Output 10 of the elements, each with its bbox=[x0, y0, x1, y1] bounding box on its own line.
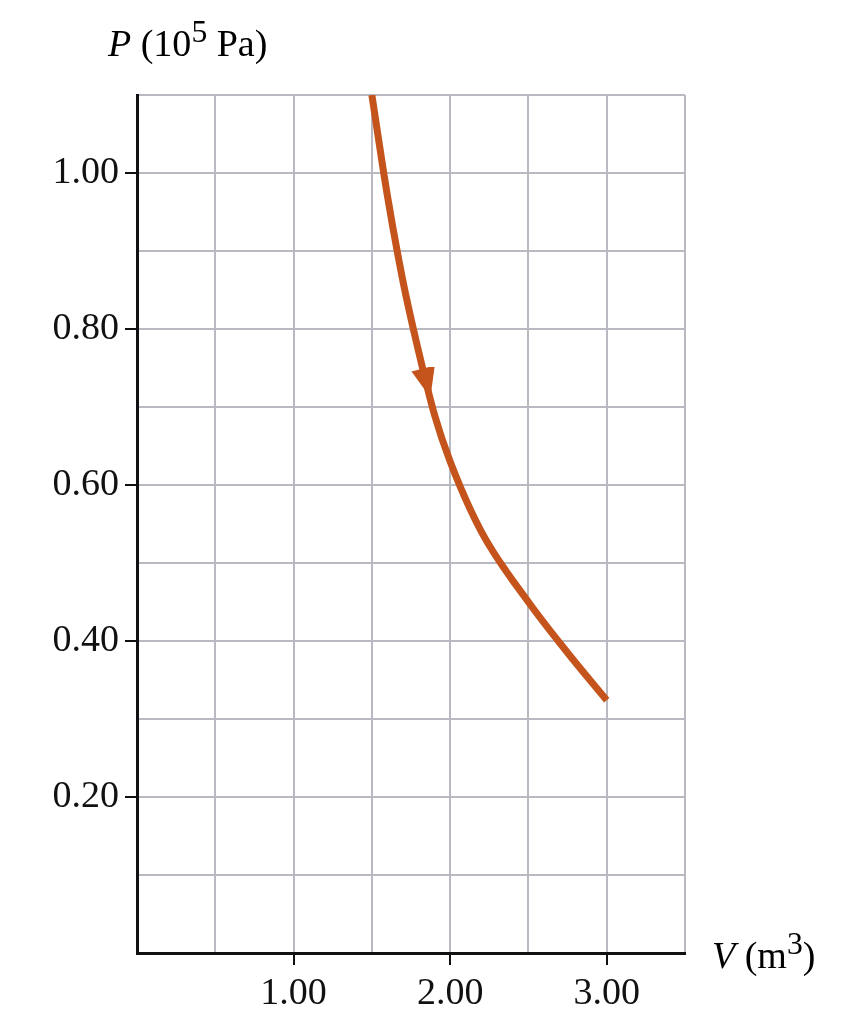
y-tick-label: 0.20 bbox=[52, 772, 119, 815]
y-tick-label: 0.80 bbox=[52, 304, 119, 347]
x-tick-label: 1.00 bbox=[260, 969, 327, 1012]
y-tick-label: 1.00 bbox=[52, 148, 119, 191]
y-tick-label: 0.40 bbox=[52, 616, 119, 659]
x-tick-label: 2.00 bbox=[416, 969, 484, 1012]
x-tick-label: 3.00 bbox=[573, 969, 640, 1012]
y-tick-label: 0.60 bbox=[52, 460, 119, 503]
x-axis-title: V (m$^{3}$) bbox=[712, 926, 816, 977]
y-axis-title: P (10$^{5}$ Pa) bbox=[108, 14, 268, 65]
